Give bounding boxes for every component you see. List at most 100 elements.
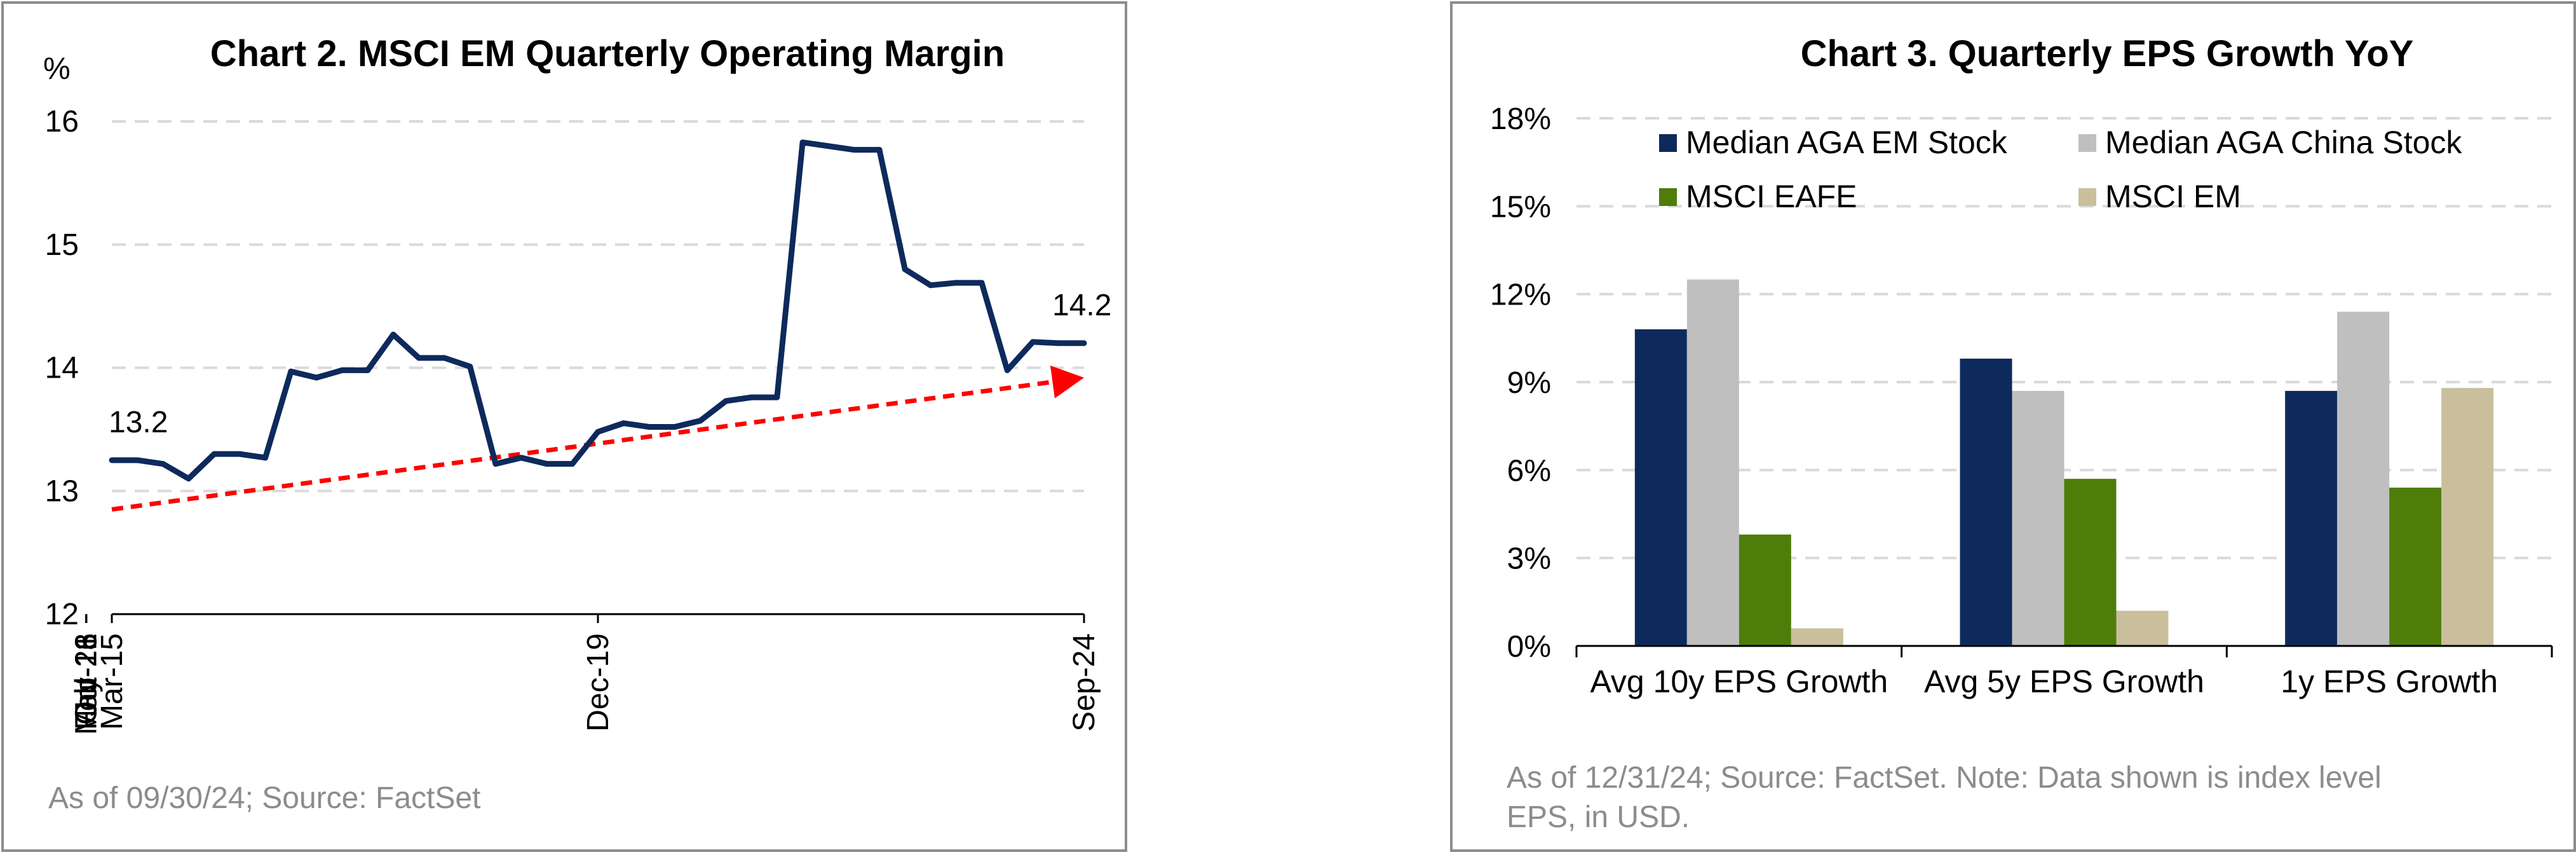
y-tick-label: 15%: [1490, 190, 1551, 224]
y-tick-label: 6%: [1507, 454, 1551, 488]
legend-label: Median AGA EM Stock: [1686, 125, 2008, 160]
data-point: [262, 455, 269, 461]
data-point: [979, 280, 985, 286]
y-tick-label: 12%: [1490, 278, 1551, 312]
legend-label: Median AGA China Stock: [2105, 125, 2462, 160]
bar: [2116, 610, 2169, 646]
operating-margin-chart-panel: Chart 2. MSCI EM Quarterly Operating Mar…: [1, 1, 1127, 852]
bar: [2064, 479, 2117, 646]
y-tick-label: 3%: [1507, 542, 1551, 576]
data-point: [492, 461, 499, 467]
source-note-line: As of 12/31/24; Source: FactSet. Note: D…: [1507, 761, 2382, 795]
series-line: [112, 139, 1084, 482]
bar: [1739, 534, 1791, 646]
legend-swatch: [2078, 188, 2096, 206]
data-point: [211, 451, 217, 457]
bar: [2012, 390, 2064, 646]
data-point: [902, 266, 908, 272]
operating-margin-chart: Chart 2. MSCI EM Quarterly Operating Mar…: [43, 33, 1111, 815]
data-point: [876, 147, 883, 153]
y-tick-label: 18%: [1490, 102, 1551, 136]
data-point: [288, 368, 294, 374]
data-point: [927, 282, 933, 289]
bar: [2337, 312, 2390, 646]
gridlines: [112, 120, 1084, 493]
data-point: [722, 398, 729, 404]
bar: [1686, 279, 1739, 647]
data-point: [851, 147, 857, 153]
data-point: [186, 476, 192, 482]
data-point: [365, 367, 371, 373]
bar: [2441, 388, 2494, 646]
x-tick-label: Feb-23: [70, 633, 104, 730]
legend-label: MSCI EM: [2105, 179, 2241, 214]
legend-label: MSCI EAFE: [1686, 179, 1857, 214]
data-point: [697, 418, 703, 424]
series-points: [109, 139, 1087, 482]
y-tick-label: 16: [45, 105, 79, 139]
data-point: [672, 424, 678, 430]
x-tick-label: Jul-21: [70, 633, 104, 716]
data-point: [1055, 340, 1062, 346]
data-point: [109, 457, 115, 463]
legend: Median AGA EM Stock Median AGA China Stoc…: [1659, 125, 2462, 214]
source-note: As of 09/30/24; Source: FactSet: [48, 781, 480, 815]
data-label: 14.2: [1052, 289, 1111, 322]
bar: [2389, 488, 2442, 646]
x-tick-label: Mar-15: [95, 633, 129, 730]
x-tick-label: May-18: [70, 633, 104, 735]
y-tick-label: 12: [45, 598, 79, 631]
legend-swatch: [1659, 134, 1677, 152]
data-point: [595, 428, 601, 435]
data-label: 13.2: [109, 406, 168, 439]
data-labels: 13.2 14.2: [109, 289, 1111, 439]
eps-growth-chart: Chart 3. Quarterly EPS Growth YoY 0% 3% 6%…: [1490, 33, 2553, 834]
y-axis-label: %: [43, 52, 71, 86]
y-tick-label: 15: [45, 228, 79, 262]
data-point: [313, 374, 320, 381]
data-point: [825, 143, 831, 149]
category-label: Avg 10y EPS Growth: [1590, 664, 1888, 699]
chart-title: Chart 2. MSCI EM Quarterly Operating Mar…: [210, 33, 1005, 74]
data-point: [160, 461, 166, 467]
y-axis-ticks: 0% 3% 6% 9% 12% 15% 18%: [1490, 102, 1551, 664]
category-label: Avg 5y EPS Growth: [1924, 664, 2204, 699]
data-point: [799, 139, 806, 146]
data-point: [339, 367, 345, 373]
chart-title: Chart 3. Quarterly EPS Growth YoY: [1801, 33, 2414, 74]
y-tick-label: 14: [45, 352, 79, 385]
data-point: [1004, 367, 1010, 373]
data-point: [569, 461, 576, 467]
x-tick-label: Oct-16: [70, 633, 104, 725]
data-point: [749, 394, 755, 401]
y-tick-label: 9%: [1507, 366, 1551, 400]
bar: [1791, 628, 1843, 646]
y-tick-label: 13: [45, 474, 79, 508]
data-point: [416, 355, 422, 361]
trendline: [111, 380, 1053, 512]
source-note: As of 12/31/24; Source: FactSet. Note: D…: [1507, 761, 2382, 834]
data-point: [1029, 339, 1036, 345]
bar: [1960, 359, 2012, 646]
data-point: [646, 424, 653, 430]
data-point: [1081, 340, 1087, 346]
data-point: [236, 451, 243, 457]
data-point: [953, 280, 959, 286]
data-point: [467, 364, 473, 370]
source-note-line: EPS, in USD.: [1507, 800, 1690, 834]
legend-swatch: [2078, 134, 2096, 152]
data-point: [390, 331, 397, 338]
category-label: 1y EPS Growth: [2281, 664, 2498, 699]
bar: [1634, 329, 1687, 646]
legend-swatch: [1659, 188, 1677, 206]
data-point: [543, 461, 550, 467]
bar: [2285, 390, 2338, 646]
data-point: [441, 355, 447, 361]
x-tick-label: Sep-24: [1068, 633, 1101, 732]
category-labels: Avg 10y EPS Growth Avg 5y EPS Growth 1y EP…: [1575, 646, 2553, 699]
bars: [1634, 279, 2494, 647]
y-axis-ticks: 12 13 14 15 16: [45, 105, 79, 631]
data-point: [774, 394, 780, 401]
data-point: [134, 457, 140, 463]
